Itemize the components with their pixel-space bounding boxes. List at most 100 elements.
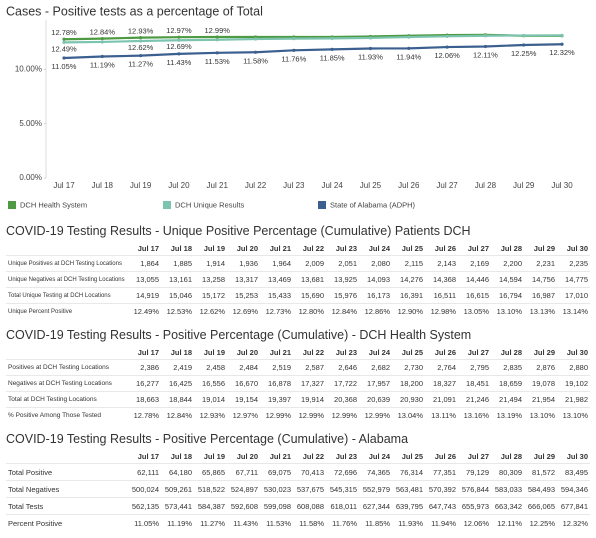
cell: 594,346 bbox=[557, 480, 590, 498]
cell: 18,663 bbox=[128, 391, 161, 408]
cell: 2,231 bbox=[524, 255, 557, 272]
point bbox=[368, 36, 373, 40]
value-label: 11.53% bbox=[205, 57, 230, 66]
data-table: Jul 17 Jul 18 Jul 19 Jul 20 Jul 21 Jul 22 Jul … bbox=[6, 450, 590, 531]
cell: 599,098 bbox=[260, 497, 293, 515]
value-label: 12.62% bbox=[128, 43, 154, 52]
table-section: COVID-19 Testing Results - Positive Perc… bbox=[6, 429, 590, 531]
cell: 16,878 bbox=[260, 375, 293, 392]
x-tick-label: Jul 25 bbox=[360, 181, 382, 190]
cell: 2,419 bbox=[161, 359, 194, 376]
legend-swatch bbox=[163, 201, 171, 209]
cell: 13.10% bbox=[491, 303, 524, 319]
cell: 15,253 bbox=[227, 287, 260, 304]
data-table: Jul 17 Jul 18 Jul 19 Jul 20 Jul 21 Jul 22 Jul … bbox=[6, 242, 590, 319]
column-header: Jul 20 bbox=[236, 244, 258, 253]
cell: 12.84% bbox=[326, 303, 359, 319]
cell: 21,494 bbox=[491, 391, 524, 408]
data-table: Jul 17 Jul 18 Jul 19 Jul 20 Jul 21 Jul 22 Jul … bbox=[6, 346, 590, 423]
cell: 1,964 bbox=[260, 255, 293, 272]
value-label: 12.49% bbox=[51, 44, 77, 53]
table-title: COVID-19 Testing Results - Positive Perc… bbox=[6, 432, 409, 446]
value-label: 12.69% bbox=[166, 42, 192, 51]
cell: 13.16% bbox=[458, 407, 491, 423]
point bbox=[407, 46, 411, 50]
cell: 15,172 bbox=[194, 287, 227, 304]
cell: 20,639 bbox=[359, 391, 392, 408]
y-tick-label: 10.00% bbox=[15, 65, 42, 74]
cell: 79,129 bbox=[458, 463, 491, 481]
column-header: Jul 18 bbox=[170, 348, 192, 357]
column-header: Jul 30 bbox=[566, 244, 588, 253]
column-header: Jul 21 bbox=[269, 244, 291, 253]
row-label: Total at DCH Testing Locations bbox=[6, 391, 128, 408]
legend-swatch bbox=[8, 201, 16, 209]
cell: 2,143 bbox=[425, 255, 458, 272]
cell: 2,682 bbox=[359, 359, 392, 376]
column-header: Jul 24 bbox=[368, 244, 390, 253]
cell: 11.05% bbox=[128, 514, 161, 531]
table-row: Total Tests 562,135 573,441 584,387 592,608 5… bbox=[6, 497, 590, 515]
cell: 19,014 bbox=[194, 391, 227, 408]
cell: 76,314 bbox=[392, 463, 425, 481]
column-header: Jul 17 bbox=[137, 452, 159, 461]
cell: 74,365 bbox=[359, 463, 392, 481]
cell: 62,111 bbox=[128, 463, 161, 481]
cell: 11.53% bbox=[260, 514, 293, 531]
cell: 11.93% bbox=[392, 514, 425, 531]
row-label: Total Positive bbox=[6, 463, 128, 481]
cell: 18,451 bbox=[458, 375, 491, 392]
y-tick-label: 5.00% bbox=[19, 119, 42, 128]
chart: Cases - Positive tests as a percentage o… bbox=[6, 4, 575, 209]
cell: 21,091 bbox=[425, 391, 458, 408]
cell: 545,315 bbox=[326, 480, 359, 498]
column-header: Jul 28 bbox=[500, 244, 522, 253]
point bbox=[215, 51, 219, 55]
cell: 13.04% bbox=[392, 407, 425, 423]
cell: 17,327 bbox=[293, 375, 326, 392]
cell: 576,844 bbox=[458, 480, 491, 498]
cell: 16,173 bbox=[359, 287, 392, 304]
value-label: 12.93% bbox=[128, 27, 154, 36]
cell: 16,556 bbox=[194, 375, 227, 392]
cell: 663,342 bbox=[491, 497, 524, 515]
point bbox=[100, 54, 104, 59]
column-header: Jul 20 bbox=[236, 348, 258, 357]
cell: 19,154 bbox=[227, 391, 260, 408]
cell: 13,258 bbox=[194, 271, 227, 288]
column-header: Jul 22 bbox=[302, 244, 324, 253]
cell: 13,469 bbox=[260, 271, 293, 288]
header-row: Jul 17 Jul 18 Jul 19 Jul 20 Jul 21 Jul 22 Jul … bbox=[6, 346, 590, 360]
row-label: Total Unique Testing at DCH Locations bbox=[6, 287, 128, 304]
cell: 16,391 bbox=[392, 287, 425, 304]
cell: 14,093 bbox=[359, 271, 392, 288]
row-label: Negatives at DCH Testing Locations bbox=[6, 375, 128, 392]
cell: 81,572 bbox=[524, 463, 557, 481]
table-row: Negatives at DCH Testing Locations 16,277… bbox=[6, 375, 590, 392]
cell: 18,844 bbox=[161, 391, 194, 408]
cell: 14,368 bbox=[425, 271, 458, 288]
cell: 570,392 bbox=[425, 480, 458, 498]
header-row: Jul 17 Jul 18 Jul 19 Jul 20 Jul 21 Jul 22 Jul … bbox=[6, 450, 590, 464]
row-label: Percent Positive bbox=[6, 514, 128, 531]
cell: 15,433 bbox=[260, 287, 293, 304]
cell: 77,351 bbox=[425, 463, 458, 481]
point bbox=[62, 56, 66, 60]
x-tick-label: Jul 17 bbox=[53, 181, 75, 190]
cell: 11.85% bbox=[359, 514, 392, 531]
cell: 584,387 bbox=[194, 497, 227, 515]
point bbox=[215, 35, 219, 39]
table-section: COVID-19 Testing Results - Unique Positi… bbox=[6, 221, 590, 319]
point bbox=[483, 34, 487, 38]
value-label: 12.84% bbox=[90, 28, 116, 37]
cell: 2,386 bbox=[128, 359, 161, 376]
legend-label: DCH Unique Results bbox=[175, 200, 244, 209]
cell: 19,078 bbox=[524, 375, 557, 392]
cell: 12.62% bbox=[194, 303, 227, 319]
cell: 12.49% bbox=[128, 303, 161, 319]
cell: 70,413 bbox=[293, 463, 326, 481]
cell: 15,046 bbox=[161, 287, 194, 304]
x-tick-label: Jul 19 bbox=[130, 181, 152, 190]
table-row: Positives at DCH Testing Locations 2,386 2… bbox=[6, 359, 590, 376]
column-header: Jul 30 bbox=[566, 348, 588, 357]
